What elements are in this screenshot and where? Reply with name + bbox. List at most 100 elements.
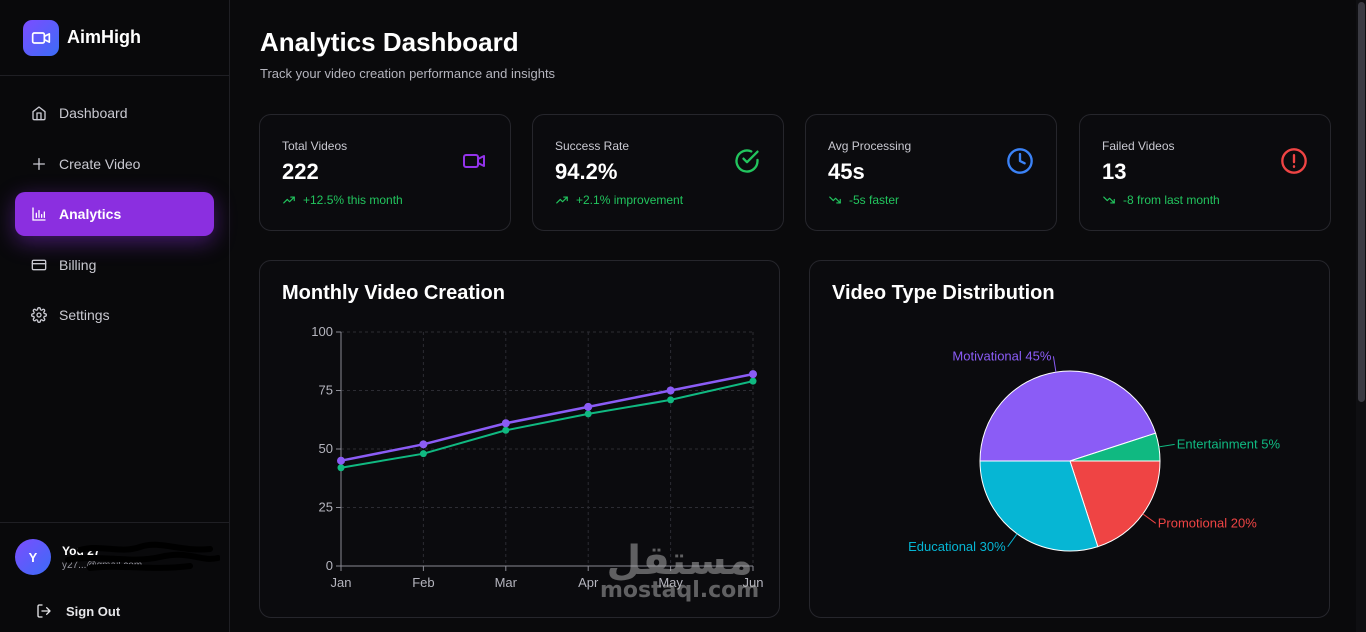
stat-trend: -5s faster — [828, 193, 899, 207]
user-profile: Y You 27 y27...@gmail.com Sign Out — [0, 522, 229, 619]
log-out-icon — [36, 603, 52, 619]
scrollbar-thumb[interactable] — [1358, 2, 1365, 402]
sign-out-button[interactable]: Sign Out — [15, 603, 214, 619]
sidebar-item-label: Settings — [59, 307, 110, 323]
avatar: Y — [15, 539, 51, 575]
sidebar-item-create-video[interactable]: Create Video — [15, 142, 214, 186]
main-content: Analytics Dashboard Track your video cre… — [230, 0, 1356, 632]
y-tick-label: 75 — [319, 383, 333, 398]
sidebar-nav: Dashboard Create Video Analytics Billing… — [0, 76, 229, 337]
stat-value: 94.2% — [555, 159, 618, 184]
stat-card-total-videos: Total Videos 222 +12.5% this month — [259, 114, 511, 231]
brand-name: AimHigh — [67, 27, 141, 47]
pie-slice-label: Educational 30% — [908, 539, 1006, 554]
monthly-video-creation-card: Monthly Video Creation 0 25 50 75 100 Jan Feb M… — [259, 260, 780, 618]
x-tick-label: Jan — [331, 575, 352, 590]
video-camera-icon — [23, 19, 59, 56]
data-point[interactable] — [749, 377, 757, 385]
pie-slice[interactable] — [979, 370, 1157, 462]
sidebar-item-label: Billing — [59, 256, 97, 273]
sidebar-item-analytics[interactable]: Analytics — [15, 192, 214, 236]
y-tick-label: 50 — [319, 441, 333, 456]
pie-label-leader — [1142, 513, 1157, 524]
y-tick-label: 0 — [326, 558, 333, 573]
stat-trend: -8 from last month — [1102, 193, 1220, 207]
stat-label: Total Videos — [282, 139, 348, 153]
check-circle-icon — [733, 147, 761, 175]
stat-value: 45s — [828, 159, 865, 184]
data-point[interactable] — [419, 450, 427, 458]
sidebar-item-dashboard[interactable]: Dashboard — [15, 91, 214, 135]
x-tick-label: Feb — [412, 575, 434, 590]
trending-down-icon — [829, 196, 841, 204]
data-point[interactable] — [749, 370, 757, 379]
clock-icon — [1006, 147, 1034, 175]
stat-value: 222 — [282, 159, 319, 184]
pie-slice[interactable] — [1069, 460, 1161, 548]
trending-up-icon — [556, 196, 568, 204]
data-point[interactable] — [501, 419, 510, 428]
stat-card-avg-processing: Avg Processing 45s -5s faster — [805, 114, 1057, 231]
series-line — [340, 372, 754, 462]
x-tick-label: Apr — [578, 575, 599, 590]
pie-label-leader — [1158, 443, 1175, 448]
stat-label: Avg Processing — [828, 139, 912, 153]
data-point[interactable] — [337, 456, 345, 465]
x-tick-label: May — [658, 575, 683, 590]
series-line — [340, 380, 754, 469]
x-tick-label: Jun — [743, 575, 764, 590]
home-icon — [31, 105, 47, 121]
stat-label: Failed Videos — [1102, 139, 1175, 153]
data-point[interactable] — [584, 402, 593, 411]
sidebar-item-label: Analytics — [59, 206, 122, 222]
x-tick-label: Mar — [495, 575, 518, 590]
data-point[interactable] — [502, 426, 510, 434]
stat-card-failed-videos: Failed Videos 13 -8 from last month — [1079, 114, 1331, 231]
video-type-distribution-card: Video Type Distribution Motivational 45%… — [809, 260, 1330, 618]
stat-value: 13 — [1102, 159, 1127, 184]
stat-card-success-rate: Success Rate 94.2% +2.1% improvement — [532, 114, 784, 231]
sidebar-item-label: Dashboard — [59, 105, 128, 121]
chart-title: Monthly Video Creation — [282, 282, 505, 304]
pie-slice-label: Promotional 20% — [1158, 515, 1257, 530]
page-scrollbar[interactable] — [1356, 0, 1366, 632]
chart-title: Video Type Distribution — [832, 282, 1055, 304]
data-point[interactable] — [666, 386, 675, 395]
user-info: You 27 y27...@gmail.com — [62, 541, 220, 571]
stat-trend-text: +12.5% this month — [303, 193, 403, 207]
gear-icon — [31, 307, 47, 323]
y-tick-label: 100 — [311, 324, 333, 339]
page-subtitle: Track your video creation performance an… — [260, 66, 556, 81]
stat-trend-text: -8 from last month — [1123, 193, 1220, 207]
pie-label-leader — [1007, 533, 1018, 548]
alert-circle-icon — [1280, 147, 1308, 175]
plus-icon — [31, 156, 47, 172]
sidebar: AimHigh Dashboard Create Video Analytics… — [0, 0, 230, 632]
sign-out-label: Sign Out — [66, 603, 121, 619]
video-camera-icon — [460, 147, 488, 175]
line-chart: 0 25 50 75 100 Jan Feb Mar Apr May Jun — [311, 324, 764, 590]
page-title: Analytics Dashboard — [260, 27, 519, 57]
stat-trend: +2.1% improvement — [555, 193, 683, 207]
sidebar-item-settings[interactable]: Settings — [15, 293, 214, 337]
bar-chart-icon — [31, 206, 47, 222]
stat-trend: +12.5% this month — [282, 193, 403, 207]
data-point[interactable] — [337, 464, 345, 472]
redaction-scribble — [65, 541, 220, 571]
pie-chart: Motivational 45% Entertainment 5% Promotio… — [908, 348, 1281, 554]
stat-trend-text: -5s faster — [849, 193, 900, 207]
user-row[interactable]: Y You 27 y27...@gmail.com — [15, 539, 220, 575]
stat-trend-text: +2.1% improvement — [576, 193, 684, 207]
brand[interactable]: AimHigh — [0, 0, 229, 76]
trending-up-icon — [283, 196, 295, 204]
data-point[interactable] — [419, 440, 428, 449]
pie-slice-label: Motivational 45% — [952, 348, 1051, 363]
data-point[interactable] — [667, 396, 675, 404]
pie-slice-label: Entertainment 5% — [1177, 436, 1281, 451]
pie-label-leader — [1052, 356, 1057, 373]
data-point[interactable] — [584, 410, 592, 418]
trending-down-icon — [1103, 196, 1115, 204]
sidebar-item-billing[interactable]: Billing — [15, 243, 214, 287]
credit-card-icon — [31, 257, 47, 273]
y-tick-label: 25 — [319, 500, 333, 515]
